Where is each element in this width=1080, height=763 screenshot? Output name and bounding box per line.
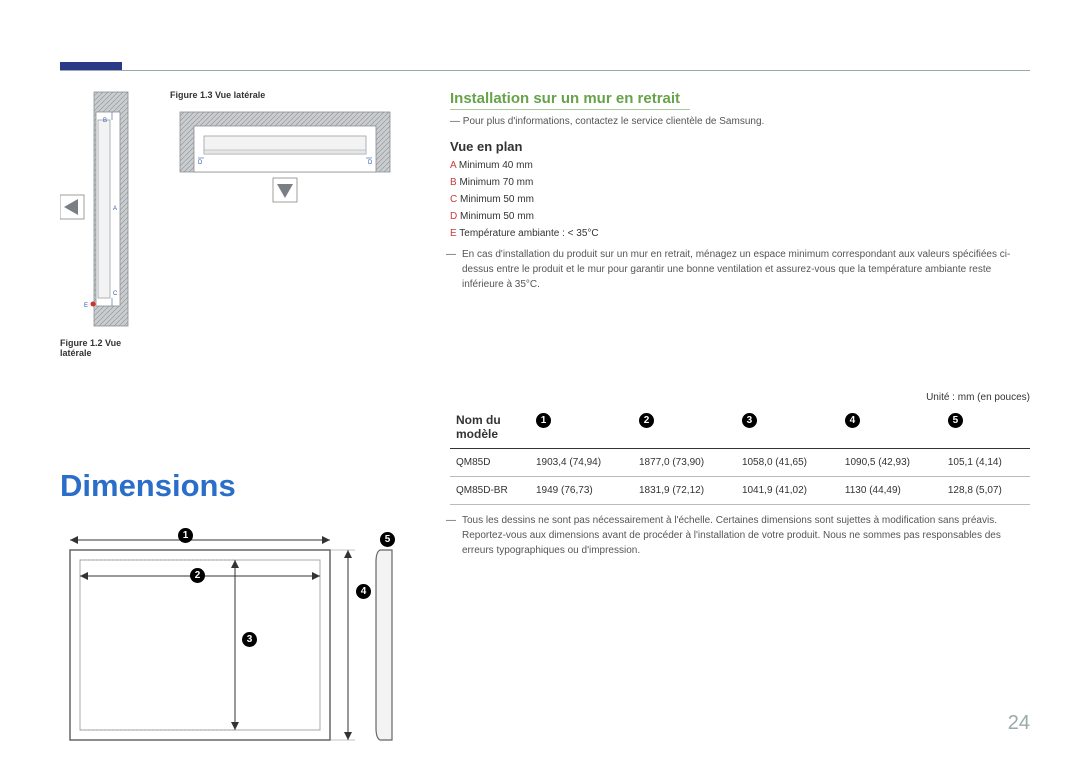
th-5: 5	[942, 405, 1030, 448]
diagram-label-4: 4	[356, 584, 371, 599]
svg-text:E: E	[84, 303, 88, 309]
table-cell: 105,1 (4,14)	[942, 448, 1030, 476]
col-circ-1: 1	[536, 413, 551, 428]
table-cell: 1058,0 (41,65)	[736, 448, 839, 476]
th-1: 1	[530, 405, 633, 448]
dimensions-diagram: 1 2 3 4 5	[60, 522, 420, 762]
plan-view-heading: Vue en plan	[450, 139, 1030, 154]
th-3: 3	[736, 405, 839, 448]
figure-1-2-svg: B A C E	[60, 90, 140, 330]
dimensions-table: Nom du modèle 1 2 3 4 5 QM85D1903,4 (74,…	[450, 405, 1030, 505]
page-number: 24	[1008, 712, 1030, 735]
figure-1-3-caption: Figure 1.3 Vue latérale	[170, 90, 400, 100]
install-contact-note: ― Pour plus d'informations, contactez le…	[450, 116, 1030, 127]
diagram-label-5: 5	[380, 532, 395, 547]
figure-1-2-caption: Figure 1.2 Vue latérale	[60, 338, 140, 358]
table-cell: QM85D	[450, 448, 530, 476]
table-footnote: Tous les dessins ne sont pas nécessairem…	[450, 513, 1030, 558]
spec-line: B Minimum 70 mm	[450, 177, 1030, 188]
top-accent	[60, 62, 122, 70]
figure-1-3-block: Figure 1.3 Vue latérale D D	[170, 90, 400, 206]
svg-text:A: A	[113, 206, 117, 212]
th-4: 4	[839, 405, 942, 448]
diagram-label-3: 3	[242, 632, 257, 647]
th-2: 2	[633, 405, 736, 448]
spec-line: D Minimum 50 mm	[450, 211, 1030, 222]
table-cell: 128,8 (5,07)	[942, 476, 1030, 504]
th-model: Nom du modèle	[450, 405, 530, 448]
table-cell: QM85D-BR	[450, 476, 530, 504]
install-warning: En cas d'installation du produit sur un …	[450, 247, 1030, 292]
figure-1-2-block: B A C E Figure 1.2 Vue latérale	[60, 90, 140, 358]
table-cell: 1130 (44,49)	[839, 476, 942, 504]
spec-line: A Minimum 40 mm	[450, 160, 1030, 171]
spec-line: E Température ambiante : < 35°C	[450, 228, 1030, 239]
svg-text:D: D	[198, 160, 203, 166]
install-contact-note-text: Pour plus d'informations, contactez le s…	[463, 116, 765, 127]
table-cell: 1949 (76,73)	[530, 476, 633, 504]
table-cell: 1090,5 (42,93)	[839, 448, 942, 476]
col-circ-4: 4	[845, 413, 860, 428]
svg-text:B: B	[103, 118, 107, 124]
col-circ-2: 2	[639, 413, 654, 428]
col-circ-5: 5	[948, 413, 963, 428]
svg-text:C: C	[113, 291, 118, 297]
table-cell: 1877,0 (73,90)	[633, 448, 736, 476]
table-cell: 1831,9 (72,12)	[633, 476, 736, 504]
table-row: QM85D1903,4 (74,94)1877,0 (73,90)1058,0 …	[450, 448, 1030, 476]
svg-text:D: D	[368, 160, 373, 166]
install-heading: Installation sur un mur en retrait	[450, 90, 690, 110]
diagram-label-1: 1	[178, 528, 193, 543]
figure-1-3-svg: D D	[170, 106, 400, 206]
unit-label: Unité : mm (en pouces)	[450, 392, 1030, 403]
top-rule	[60, 70, 1030, 71]
col-circ-3: 3	[742, 413, 757, 428]
spec-line: C Minimum 50 mm	[450, 194, 1030, 205]
diagram-label-2: 2	[190, 568, 205, 583]
table-cell: 1903,4 (74,94)	[530, 448, 633, 476]
table-row: QM85D-BR1949 (76,73)1831,9 (72,12)1041,9…	[450, 476, 1030, 504]
spec-list: A Minimum 40 mm B Minimum 70 mm C Minimum …	[450, 160, 1030, 239]
dimensions-title: Dimensions	[60, 468, 420, 504]
table-cell: 1041,9 (41,02)	[736, 476, 839, 504]
